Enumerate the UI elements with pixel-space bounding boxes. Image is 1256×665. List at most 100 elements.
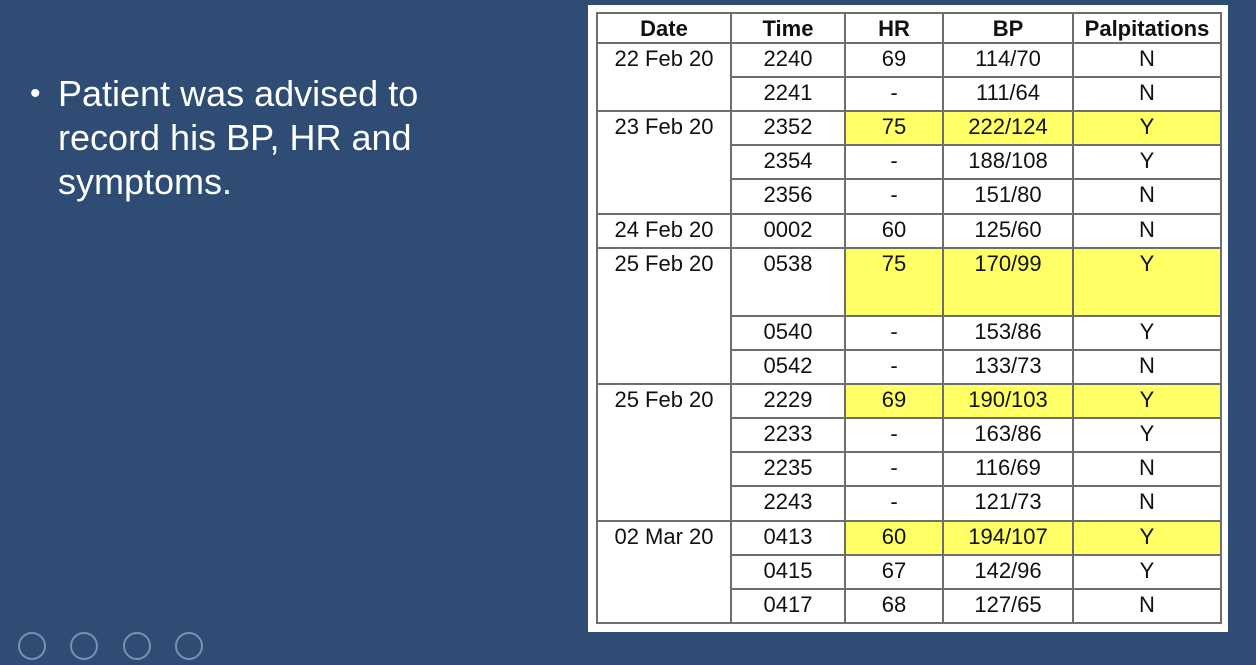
table-row: 25 Feb 20 0538 75 170/99 Y (596, 246, 1222, 386)
cell-time: 0542 (730, 348, 846, 386)
cell-palpitations: Y (1072, 417, 1222, 454)
bullet-item: • Patient was advised to record his BP, … (28, 72, 488, 204)
cell-hr: - (844, 451, 944, 488)
cell-palpitations: Y (1072, 110, 1222, 147)
slide-nav-controls (18, 632, 223, 665)
cell-bp: 116/69 (942, 451, 1074, 488)
cell-time: 2235 (730, 451, 846, 488)
table-row: 2243-121/73 N (597, 485, 1222, 522)
cell-time: 0538 (730, 246, 846, 317)
cell-time: 0415 (730, 553, 846, 590)
table-row: 23 Feb 20 2352 75 222/124 Y (596, 110, 1222, 215)
table-body: 22 Feb 20 2240 69 114/70 N 2241-111/64 N 23 Feb… (596, 41, 1222, 625)
table-row: 2356-151/80 N (597, 178, 1222, 215)
cell-hr: - (844, 76, 944, 113)
cell-bp: 151/80 (942, 178, 1074, 215)
header-hr: HR (844, 12, 944, 44)
table-row: 0415 67 142/96 Y (597, 553, 1222, 590)
table-row: 22 Feb 20 2240 69 114/70 N (596, 41, 1222, 113)
table-row: 2241-111/64 N (597, 76, 1222, 113)
table-row: 2235-116/69 N (597, 451, 1222, 488)
cell-time: 2229 (730, 383, 846, 420)
cell-palpitations: Y (1072, 314, 1222, 352)
cell-hr: 69 (844, 383, 944, 420)
cell-hr: - (844, 348, 944, 386)
cell-date: 24 Feb 20 (596, 212, 732, 249)
table-row: 0417 68 127/65 N (597, 587, 1222, 625)
cell-time: 2356 (730, 178, 846, 215)
nav-circle-icon[interactable] (18, 632, 46, 660)
header-date: Date (596, 12, 732, 44)
cell-hr: 60 (844, 212, 944, 249)
cell-time: 0413 (730, 519, 846, 556)
bullet-text: Patient was advised to record his BP, HR… (58, 73, 419, 202)
cell-palpitations: N (1072, 41, 1222, 79)
cell-time: 0540 (730, 314, 846, 352)
cell-palpitations: N (1072, 485, 1222, 522)
cell-bp: 170/99 (942, 246, 1074, 317)
cell-hr: 60 (844, 519, 944, 556)
cell-bp: 125/60 (942, 212, 1074, 249)
cell-palpitations: N (1072, 178, 1222, 215)
table-row: 2354-188/108 Y (597, 144, 1222, 181)
cell-bp: 194/107 (942, 519, 1074, 556)
cell-time: 2233 (730, 417, 846, 454)
cell-hr: - (844, 485, 944, 522)
cell-palpitations: Y (1072, 519, 1222, 556)
cell-palpitations: Y (1072, 553, 1222, 590)
cell-hr: - (844, 417, 944, 454)
cell-time: 2354 (730, 144, 846, 181)
cell-palpitations: N (1072, 348, 1222, 386)
cell-bp: 121/73 (942, 485, 1074, 522)
cell-hr: - (844, 314, 944, 352)
table-row: 25 Feb 20 2229 69 190/103 Y (596, 383, 1222, 522)
cell-bp: 133/73 (942, 348, 1074, 386)
cell-hr: - (844, 144, 944, 181)
header-time: Time (730, 12, 846, 44)
cell-bp: 188/108 (942, 144, 1074, 181)
cell-date: 02 Mar 20 (596, 519, 732, 625)
nav-circle-icon[interactable] (175, 632, 204, 660)
bullet-list: • Patient was advised to record his BP, … (28, 72, 488, 204)
table-row: 02 Mar 20 0413 60 194/107 Y (596, 519, 1222, 625)
cell-bp: 153/86 (942, 314, 1074, 352)
cell-date: 23 Feb 20 (596, 110, 732, 215)
cell-bp: 111/64 (942, 76, 1074, 113)
table-row: 0540-153/86 Y (597, 314, 1222, 352)
cell-palpitations: Y (1072, 144, 1222, 181)
cell-bp: 190/103 (942, 383, 1074, 420)
cell-date: 25 Feb 20 (596, 246, 732, 386)
cell-bp: 127/65 (942, 587, 1074, 625)
cell-time: 0417 (730, 587, 846, 625)
cell-date: 25 Feb 20 (596, 383, 732, 522)
cell-palpitations: Y (1072, 383, 1222, 420)
table-card: Date Time HR BP Palpitations 22 Feb 20 22… (588, 5, 1228, 632)
cell-time: 2240 (730, 41, 846, 79)
cell-palpitations: Y (1072, 246, 1222, 317)
nav-circle-icon[interactable] (70, 632, 99, 660)
cell-time: 2352 (730, 110, 846, 147)
header-palpitations: Palpitations (1072, 12, 1222, 44)
table-row: 0542-133/73 N (597, 348, 1222, 386)
nav-circle-icon[interactable] (122, 632, 151, 660)
cell-hr: 75 (844, 110, 944, 147)
cell-hr: - (844, 178, 944, 215)
cell-palpitations: N (1072, 212, 1222, 249)
cell-time: 2243 (730, 485, 846, 522)
cell-bp: 142/96 (942, 553, 1074, 590)
cell-hr: 68 (844, 587, 944, 625)
cell-palpitations: N (1072, 451, 1222, 488)
table-row: 2233-163/86 Y (597, 417, 1222, 454)
cell-time: 0002 (730, 212, 846, 249)
slide: • Patient was advised to record his BP, … (18, 5, 1228, 660)
cell-time: 2241 (730, 76, 846, 113)
bullet-icon: • (30, 77, 41, 110)
table-header-row: Date Time HR BP Palpitations (596, 12, 1222, 44)
cell-date: 22 Feb 20 (596, 41, 732, 113)
cell-bp: 222/124 (942, 110, 1074, 147)
header-bp: BP (942, 12, 1074, 44)
vitals-table: Date Time HR BP Palpitations 22 Feb 20 22… (596, 12, 1222, 625)
cell-hr: 67 (844, 553, 944, 590)
cell-palpitations: N (1072, 587, 1222, 625)
cell-bp: 163/86 (942, 417, 1074, 454)
